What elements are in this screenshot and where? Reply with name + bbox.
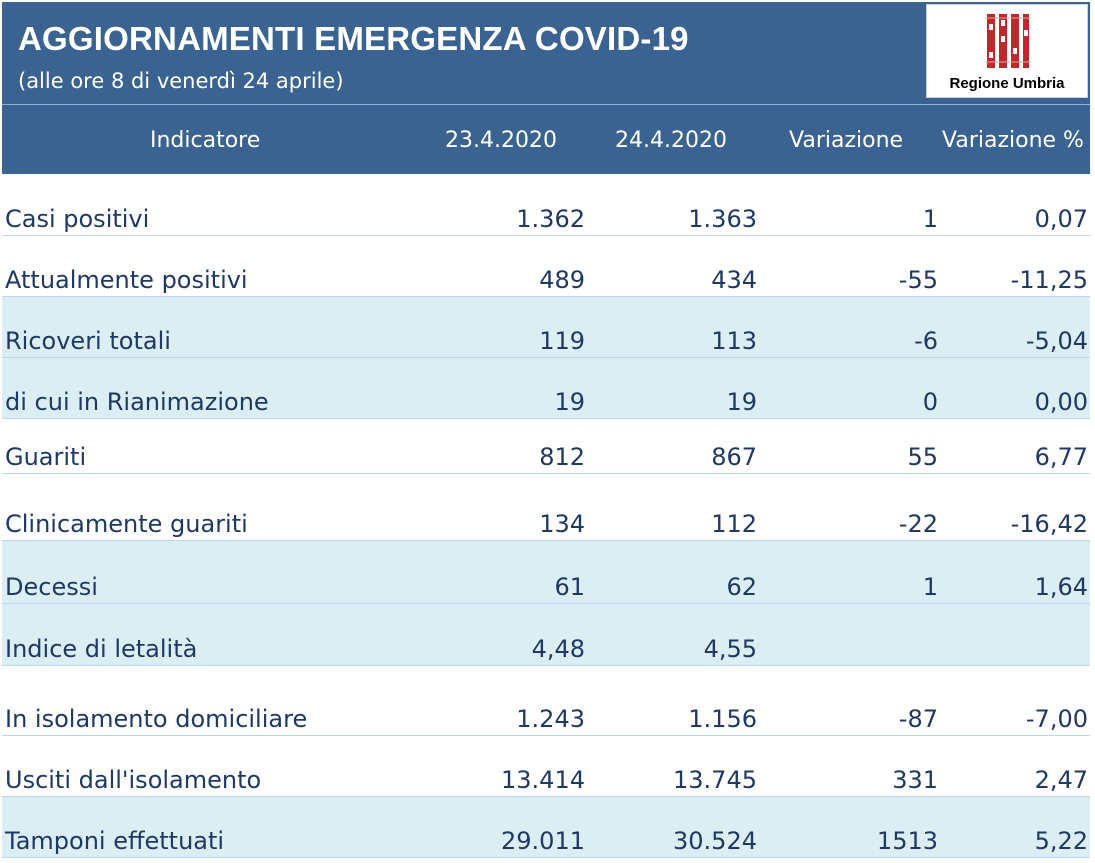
value-variazione: -55 [898, 266, 938, 294]
value-variazione-pct: 6,77 [1034, 443, 1088, 471]
value-23-4-2020: 119 [539, 327, 585, 355]
table-row: In isolamento domiciliare 1.243 1.156 -87 -7… [2, 666, 1090, 736]
value-24-4-2020: 30.524 [673, 827, 757, 855]
value-24-4-2020: 867 [711, 443, 757, 471]
row-label: Casi positivi [5, 205, 150, 233]
row-label: Ricoveri totali [5, 327, 171, 355]
value-variazione: 1513 [876, 827, 938, 855]
value-variazione: -6 [914, 327, 938, 355]
value-23-4-2020: 19 [554, 388, 585, 416]
value-24-4-2020: 1.363 [688, 205, 757, 233]
value-24-4-2020: 19 [726, 388, 757, 416]
table-row: Clinicamente guariti 134 112 -22 -16,42 [2, 474, 1090, 541]
value-variazione-pct: 2,47 [1034, 766, 1088, 794]
table-row: Casi positivi 1.362 1.363 1 0,07 [2, 174, 1090, 236]
umbria-emblem-icon [985, 14, 1031, 68]
value-variazione: -87 [898, 705, 938, 733]
column-header-date-2: 24.4.2020 [615, 128, 727, 153]
table-row: Tamponi effettuati 29.011 30.524 1513 5,22 [2, 797, 1090, 858]
value-variazione: 0 [922, 388, 938, 416]
table-header: Indicatore 23.4.2020 24.4.2020 Variazion… [2, 104, 1090, 174]
value-24-4-2020: 1.156 [688, 705, 757, 733]
value-variazione: 55 [907, 443, 938, 471]
column-header-indicatore: Indicatore [150, 128, 261, 153]
value-23-4-2020: 61 [554, 573, 585, 601]
value-variazione-pct: -16,42 [1010, 510, 1088, 538]
page-subtitle: (alle ore 8 di venerdì 24 aprile) [18, 69, 344, 93]
value-23-4-2020: 13.414 [501, 766, 585, 794]
title-banner: AGGIORNAMENTI EMERGENZA COVID-19 (alle o… [2, 2, 1090, 104]
value-23-4-2020: 134 [539, 510, 585, 538]
value-23-4-2020: 29.011 [501, 827, 585, 855]
row-label: In isolamento domiciliare [5, 705, 308, 733]
column-header-variazione: Variazione [789, 128, 904, 153]
table-row: Attualmente positivi 489 434 -55 -11,25 [2, 236, 1090, 297]
row-label: Clinicamente guariti [5, 510, 248, 538]
column-header-variazione-pct: Variazione % [942, 128, 1084, 153]
logo-text: Regione Umbria [949, 75, 1065, 92]
value-variazione: -22 [898, 510, 938, 538]
value-24-4-2020: 113 [711, 327, 757, 355]
column-header-date-1: 23.4.2020 [445, 128, 557, 153]
value-variazione: 1 [922, 205, 938, 233]
value-variazione: 1 [922, 573, 938, 601]
row-label: Tamponi effettuati [5, 827, 225, 855]
regione-umbria-logo: Regione Umbria [926, 4, 1088, 98]
value-24-4-2020: 434 [711, 266, 757, 294]
value-variazione-pct: 1,64 [1034, 573, 1088, 601]
value-variazione-pct: 0,07 [1034, 205, 1088, 233]
table-row: Usciti dall'isolamento 13.414 13.745 331 2,4… [2, 736, 1090, 797]
row-label: Guariti [5, 443, 87, 471]
value-24-4-2020: 4,55 [703, 635, 757, 663]
value-23-4-2020: 489 [539, 266, 585, 294]
table-row: Decessi 61 62 1 1,64 [2, 541, 1090, 604]
value-variazione-pct: 5,22 [1034, 827, 1088, 855]
value-24-4-2020: 13.745 [673, 766, 757, 794]
value-variazione-pct: -7,00 [1025, 705, 1088, 733]
page-title: AGGIORNAMENTI EMERGENZA COVID-19 [18, 20, 689, 57]
value-23-4-2020: 1.243 [516, 705, 585, 733]
row-label: Indice di letalità [5, 635, 198, 663]
value-variazione-pct: -11,25 [1010, 266, 1088, 294]
row-label: Attualmente positivi [5, 266, 248, 294]
value-24-4-2020: 62 [726, 573, 757, 601]
value-24-4-2020: 112 [711, 510, 757, 538]
value-23-4-2020: 1.362 [516, 205, 585, 233]
value-23-4-2020: 4,48 [531, 635, 585, 663]
table-row: di cui in Rianimazione 19 19 0 0,00 [2, 358, 1090, 419]
table-row: Guariti 812 867 55 6,77 [2, 419, 1090, 474]
row-label: Usciti dall'isolamento [5, 766, 262, 794]
value-variazione: 331 [892, 766, 938, 794]
table-row: Ricoveri totali 119 113 -6 -5,04 [2, 297, 1090, 358]
value-variazione-pct: 0,00 [1034, 388, 1088, 416]
row-label: di cui in Rianimazione [5, 388, 269, 416]
row-label: Decessi [5, 573, 98, 601]
value-variazione-pct: -5,04 [1025, 327, 1088, 355]
value-23-4-2020: 812 [539, 443, 585, 471]
table-row: Indice di letalità 4,48 4,55 [2, 604, 1090, 666]
